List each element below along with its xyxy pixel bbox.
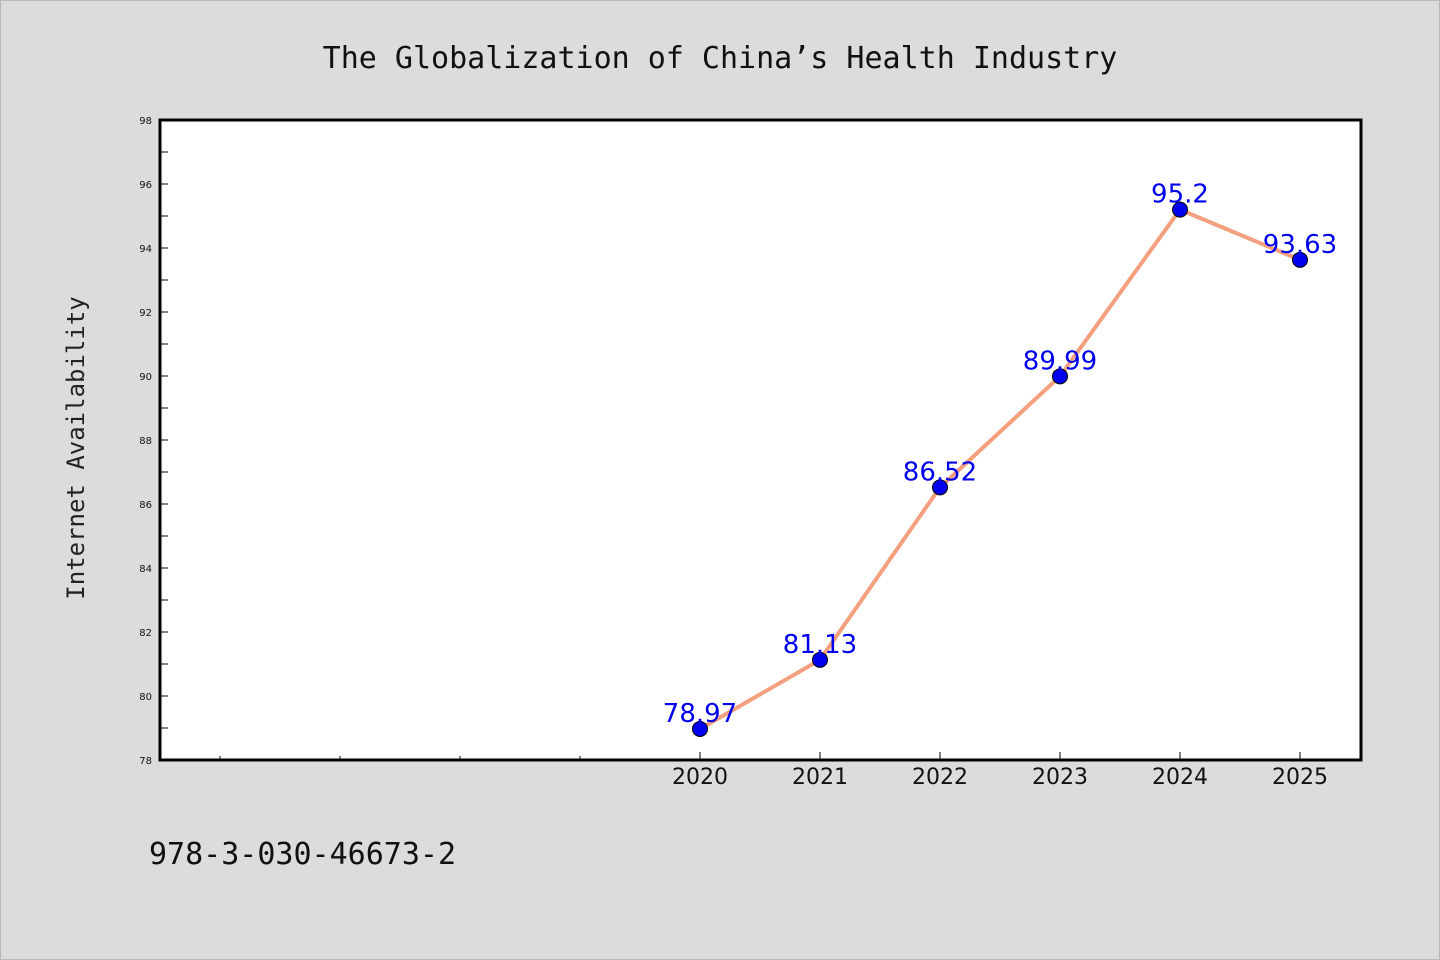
data-label: 93.63 bbox=[1263, 230, 1337, 260]
data-point bbox=[692, 720, 708, 737]
y-axis-label: Internet Availability bbox=[62, 296, 90, 599]
data-label: 86.52 bbox=[903, 457, 977, 487]
data-markers bbox=[692, 201, 1308, 737]
data-point bbox=[1052, 368, 1068, 385]
y-tick-label: 84 bbox=[139, 564, 152, 575]
y-tick-label: 92 bbox=[139, 308, 152, 319]
data-point bbox=[1172, 201, 1188, 218]
y-tick-label: 80 bbox=[139, 692, 152, 703]
x-axis-ticks: 2020 2021 2022 2023 2024 2025 bbox=[219, 752, 1328, 790]
y-tick-label: 82 bbox=[139, 628, 152, 639]
series-line bbox=[698, 207, 1302, 731]
data-point bbox=[932, 479, 948, 496]
data-labels: 78.97 81.13 86.52 89.99 95.2 93.63 bbox=[663, 180, 1337, 729]
y-tick-label: 94 bbox=[139, 244, 152, 255]
y-tick-label: 96 bbox=[139, 180, 152, 191]
data-point bbox=[1292, 251, 1308, 268]
data-label: 78.97 bbox=[663, 699, 737, 729]
series-line-group bbox=[698, 207, 1302, 731]
plot-area bbox=[160, 120, 1361, 760]
y-axis-ticks: 78 80 82 84 86 88 90 92 94 96 98 bbox=[139, 116, 168, 767]
y-tick-label: 88 bbox=[139, 436, 152, 447]
y-tick-label: 78 bbox=[139, 756, 152, 767]
isbn-footer: 978-3-030-46673-2 bbox=[149, 837, 456, 872]
chart-title: The Globalization of China’s Health Indu… bbox=[323, 41, 1118, 76]
x-tick-label: 2020 bbox=[672, 765, 728, 790]
x-tick-label: 2021 bbox=[792, 765, 848, 790]
data-label: 81.13 bbox=[783, 630, 857, 660]
plot-border bbox=[158, 118, 1363, 762]
x-tick-label: 2025 bbox=[1272, 765, 1328, 790]
x-tick-label: 2024 bbox=[1152, 765, 1208, 790]
y-tick-label: 98 bbox=[139, 116, 152, 127]
y-tick-label: 90 bbox=[139, 372, 152, 383]
data-point bbox=[812, 651, 828, 668]
y-tick-label: 86 bbox=[139, 500, 152, 511]
x-tick-label: 2022 bbox=[912, 765, 968, 790]
x-tick-label: 2023 bbox=[1032, 765, 1088, 790]
data-label: 95.2 bbox=[1151, 180, 1209, 210]
data-label: 89.99 bbox=[1023, 346, 1097, 376]
